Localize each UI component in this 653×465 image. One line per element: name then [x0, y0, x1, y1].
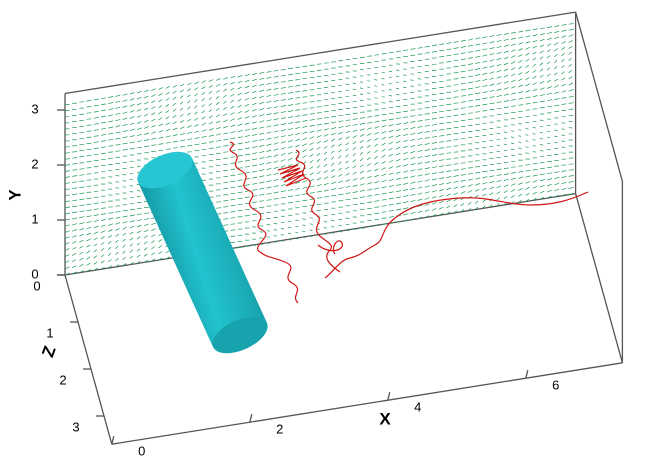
y-axis-title: Y [5, 189, 24, 201]
x-tick [388, 392, 390, 400]
x-tick-label: 6 [552, 378, 559, 393]
cylinder [132, 144, 273, 360]
bounding-box [57, 12, 622, 444]
x-tick [250, 414, 252, 422]
y-tick-label: 1 [31, 211, 38, 226]
plot-3d: 012301230246YZX [0, 0, 653, 460]
y-tick-label: 3 [31, 101, 38, 116]
box-edge [576, 12, 623, 181]
z-tick-label: 3 [72, 419, 79, 434]
z-axis-title: Z [38, 344, 59, 360]
page: 012301230246YZX (() => { const data = JS… [0, 0, 653, 460]
box-edge [112, 363, 623, 444]
streamline [318, 241, 342, 254]
y-tick-label: 2 [31, 156, 38, 171]
z-tick-label: 2 [59, 372, 66, 387]
box-edge [576, 194, 623, 363]
x-tick [112, 436, 114, 444]
vector-field [65, 24, 574, 276]
x-tick [526, 370, 528, 378]
streamline [278, 150, 340, 272]
x-tick-label: 0 [138, 444, 145, 459]
z-tick-label: 0 [33, 278, 40, 293]
x-tick-label: 4 [414, 400, 421, 415]
z-tick-label: 1 [46, 325, 53, 340]
x-tick-label: 2 [276, 422, 283, 437]
x-axis-title: X [379, 409, 391, 428]
box-edge [65, 194, 576, 275]
